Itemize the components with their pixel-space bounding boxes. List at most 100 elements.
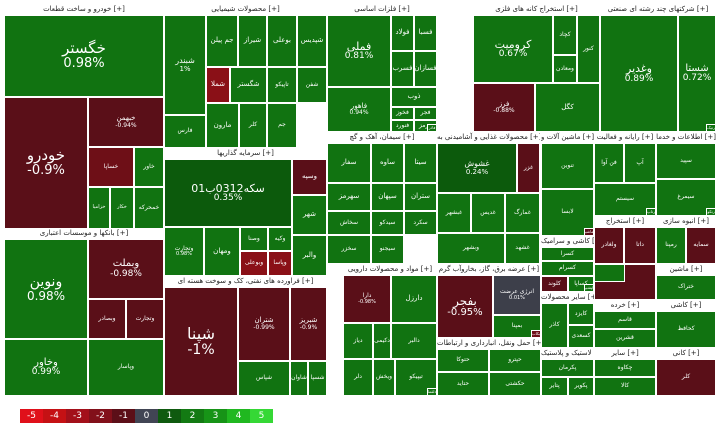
sector-header[interactable]: کانی [+]: [656, 348, 716, 359]
sector-s20[interactable]: استخراج [+] ولغادر داتا: [594, 216, 656, 264]
sector-header[interactable]: خرده [+]: [594, 300, 656, 311]
stock-tile[interactable]: سکرد: [404, 211, 437, 235]
stock-tile[interactable]: وخاور 0.99%: [4, 339, 88, 396]
stock-tile[interactable]: وکیه: [268, 227, 292, 251]
stock-tile[interactable]: آپ: [624, 143, 656, 183]
sector-s26[interactable]: کانی [+] کلر: [656, 348, 716, 396]
stock-tile[interactable]: سفار: [327, 143, 371, 183]
stock-tile[interactable]: وبملت -0.98%: [88, 239, 164, 299]
sector-s21[interactable]: انبوه سازی [+] رمپنا سمایه: [656, 216, 716, 264]
stock-tile[interactable]: وبصادر: [88, 299, 126, 339]
stock-tile[interactable]: شتران -0.99%: [238, 287, 290, 361]
sector-header[interactable]: حمل ونقل، انبارداری و ارتباطات [+]: [437, 338, 541, 349]
stock-tile[interactable]: والبر: [292, 235, 327, 276]
stock-tile[interactable]: سپهان: [371, 183, 404, 211]
stock-tile[interactable]: کسعدی: [568, 325, 594, 348]
stock-tile[interactable]: شبندر 1%: [164, 15, 206, 115]
stock-tile[interactable]: دکیمی: [373, 323, 391, 359]
stock-tile[interactable]: خودرو -0.9%: [4, 97, 88, 228]
stock-tile[interactable]: فاذر: [427, 124, 437, 132]
stock-tile[interactable]: پکرمان: [541, 359, 594, 377]
stock-tile[interactable]: غمارگ: [505, 193, 540, 233]
stock-tile[interactable]: سخاش: [327, 211, 371, 235]
stock-tile[interactable]: خکار: [110, 187, 134, 228]
stock-tile[interactable]: سیتا: [404, 143, 437, 183]
sector-header[interactable]: فلزات اساسی [+]: [327, 4, 437, 15]
sector-s4[interactable]: سرمایه گذاریها [+] سکه0312ب01 0.35% وتجارت 0…: [164, 148, 327, 276]
sector-s2[interactable]: بانکها و موسسات اعتباری [+] ونوین 0.98% وبم…: [4, 228, 164, 396]
stock-tile[interactable]: سپید: [656, 143, 716, 179]
stock-tile[interactable]: فاهور 0.94%: [327, 87, 391, 132]
stock-tile[interactable]: شپنا -1%: [164, 287, 238, 396]
stock-tile[interactable]: بوعلی: [267, 15, 297, 67]
stock-tile[interactable]: جم پیلن: [206, 15, 238, 67]
stock-tile[interactable]: کالا: [594, 377, 656, 396]
stock-tile[interactable]: تنوین: [541, 143, 594, 189]
stock-tile[interactable]: غزر: [517, 143, 540, 193]
stock-tile[interactable]: فنورد: [391, 120, 414, 132]
stock-tile[interactable]: فن آوا: [594, 143, 624, 183]
stock-tile[interactable]: وپاسار: [88, 339, 164, 396]
stock-tile[interactable]: شستا 0.72%: [678, 15, 716, 132]
sector-s25[interactable]: کاشی [+] کحافظ: [656, 300, 716, 348]
sector-s12[interactable]: عرضه برق، گاز، بخاروآب گرم [+] بفجر -0.95%…: [437, 264, 541, 338]
sector-header[interactable]: استخراج [+]: [594, 216, 656, 227]
stock-tile[interactable]: انرژی عرضت 0.01%: [493, 275, 541, 315]
sector-header[interactable]: فراورده های نفتی، کک و سوخت هسته ای [+]: [164, 276, 327, 287]
sector-s13[interactable]: حمل ونقل، انبارداری و ارتباطات [+] حتوکا ح…: [437, 338, 541, 396]
sector-header[interactable]: مواد و محصولات دارویی [+]: [343, 264, 437, 275]
sector-header[interactable]: محصولات غذایی و آشامیدنی به [+]: [437, 132, 540, 143]
stock-tile[interactable]: ولغادر: [594, 227, 624, 264]
sector-s24[interactable]: ماشین [+] ختراک: [656, 264, 716, 300]
stock-tile[interactable]: وپاسا: [268, 251, 292, 276]
stock-tile[interactable]: فرز -0.88%: [473, 83, 535, 132]
sector-header[interactable]: اطلاعات و خدما [+]: [656, 132, 716, 143]
stock-tile[interactable]: مارون: [206, 103, 239, 148]
sector-header[interactable]: سایر [+]: [594, 348, 656, 359]
sector-s1[interactable]: خودرو و ساخت قطعات [+] خگستر 0.98% خودرو -0.…: [4, 4, 164, 228]
sector-s9[interactable]: سیمان، آهک و گچ [+] سفار ساوه سیتا سهرمز سپها…: [327, 132, 437, 264]
stock-tile[interactable]: شپاس: [238, 361, 290, 396]
stock-tile[interactable]: وغدیر 0.89%: [600, 15, 678, 132]
sector-header[interactable]: عرضه برق، گاز، بخاروآب گرم [+]: [437, 264, 541, 275]
stock-tile[interactable]: خزامیا: [88, 187, 110, 228]
sector-s22[interactable]: خرده [+] قاسم قشرین: [594, 300, 656, 348]
stock-tile[interactable]: قشرین: [594, 329, 656, 348]
stock-tile[interactable]: دالبر: [391, 323, 437, 359]
stock-tile[interactable]: رمپنا: [656, 227, 686, 264]
stock-tile[interactable]: ویخش: [373, 359, 395, 396]
stock-tile[interactable]: کپشیر: [584, 284, 594, 292]
sector-header[interactable]: ماشین آلات و [+]: [541, 132, 594, 143]
stock-tile[interactable]: دارا -0.98%: [343, 275, 391, 323]
sector-header[interactable]: کاشی و سرامیک [+]: [541, 236, 594, 247]
sector-header[interactable]: خودرو و ساخت قطعات [+]: [4, 4, 164, 15]
stock-tile[interactable]: وبشهر: [437, 233, 505, 264]
sector-s18[interactable]: اطلاعات و خدما [+] سپید سیمرغ رتکو: [656, 132, 716, 216]
sector-s11[interactable]: مواد و محصولات دارویی [+] دارا -0.98% دارزل…: [343, 264, 437, 396]
stock-tile[interactable]: بمپنا: [493, 315, 541, 338]
stock-tile[interactable]: کماشین: [584, 228, 594, 236]
stock-tile[interactable]: بکاب: [531, 330, 541, 338]
stock-tile[interactable]: شاوان: [290, 361, 308, 396]
stock-tile[interactable]: حکشتی: [489, 372, 541, 396]
stock-tile[interactable]: شبریز -0.9%: [290, 287, 327, 361]
stock-tile[interactable]: سیجنو: [371, 235, 404, 264]
sector-header[interactable]: انبوه سازی [+]: [656, 216, 716, 227]
stock-tile[interactable]: داتا: [624, 227, 656, 264]
stock-tile[interactable]: کسرا: [541, 247, 594, 261]
stock-tile[interactable]: کاذر: [541, 303, 568, 348]
stock-tile[interactable]: خبهمن -0.94%: [88, 97, 164, 147]
stock-tile[interactable]: سکه0312ب01 0.35%: [164, 159, 292, 227]
stock-tile[interactable]: ستران: [404, 183, 437, 211]
stock-tile[interactable]: خگستر 0.98%: [4, 15, 164, 97]
stock-tile[interactable]: غدیس: [471, 193, 505, 233]
stock-tile[interactable]: دارزل: [391, 275, 437, 323]
sector-header[interactable]: سایر محصولات [+]: [541, 292, 594, 303]
sector-s14[interactable]: لاستیک و پلاستیک [+] پکرمان پتایر پکویر: [541, 348, 594, 396]
stock-tile[interactable]: ساوه: [371, 143, 404, 183]
stock-tile[interactable]: جم: [267, 103, 297, 148]
sector-s15[interactable]: کاشی و سرامیک [+] کسرا کسرام کلوند کساپاکپشی…: [541, 236, 594, 292]
sector-s23[interactable]: سایر [+] چکاوه کالا: [594, 348, 656, 396]
stock-tile[interactable]: خاور: [134, 147, 164, 187]
stock-tile[interactable]: تاپیکو: [267, 67, 297, 103]
